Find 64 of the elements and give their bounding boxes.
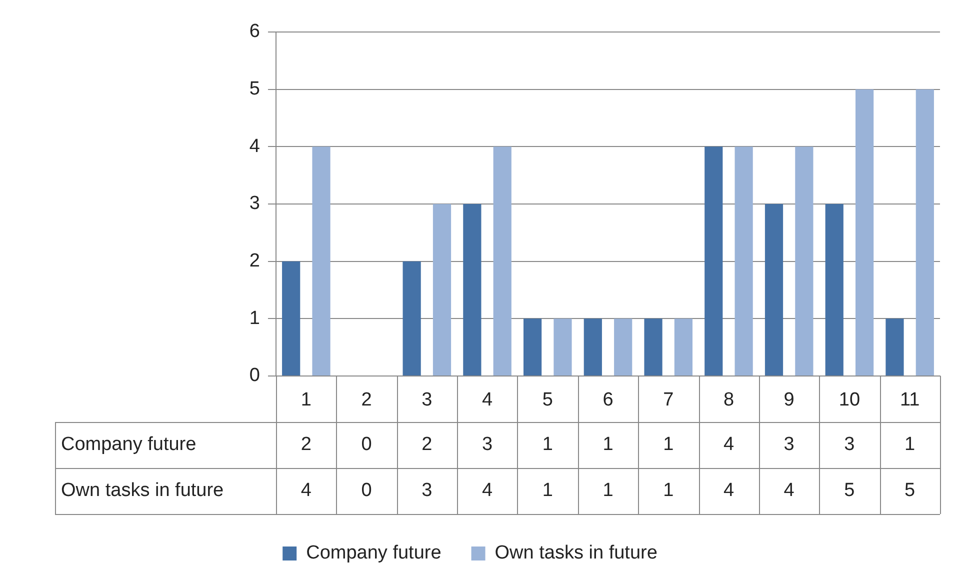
x-tick-label: 9 <box>784 390 794 411</box>
data-label: 4 <box>300 480 312 502</box>
data-label: 3 <box>422 480 432 502</box>
x-tick-label: 8 <box>723 390 734 411</box>
bar <box>764 204 784 376</box>
data-label: 4 <box>482 480 493 502</box>
x-tick-label: 4 <box>482 390 493 411</box>
y-tick-label: 6 <box>249 21 260 42</box>
y-tick-label: 1 <box>249 308 260 329</box>
x-tick-label: 3 <box>422 390 432 411</box>
bar <box>795 146 814 376</box>
data-label: 0 <box>361 434 372 456</box>
data-label: 0 <box>361 480 372 502</box>
bar <box>674 318 693 376</box>
x-tick-label: 11 <box>900 390 920 411</box>
y-tick-label: 5 <box>249 78 260 100</box>
legend-label: Company future <box>306 542 442 564</box>
data-label: 2 <box>422 434 432 456</box>
bar <box>554 318 572 376</box>
data-label: 1 <box>542 434 553 456</box>
data-label: 1 <box>663 434 674 456</box>
bar <box>916 89 934 376</box>
data-label: 1 <box>602 480 614 502</box>
bar <box>282 261 300 376</box>
bar <box>614 318 632 376</box>
data-label: 1 <box>542 480 553 502</box>
x-tick-label: 5 <box>542 390 553 411</box>
data-label: 2 <box>300 434 312 456</box>
data-label: 1 <box>602 434 614 456</box>
data-label: 5 <box>844 480 855 502</box>
y-tick-label: 3 <box>249 193 260 214</box>
text: Company future <box>61 434 196 456</box>
bar <box>432 204 452 376</box>
bar <box>855 89 874 376</box>
data-label: 1 <box>904 434 916 456</box>
bar <box>312 146 330 376</box>
bar <box>825 204 844 376</box>
y-tick-label: 4 <box>249 136 260 157</box>
bar <box>704 146 723 376</box>
data-label: 5 <box>904 480 916 502</box>
bar <box>402 261 421 376</box>
bar <box>886 318 904 376</box>
data-label: 4 <box>784 480 795 502</box>
y-tick-label: 0 <box>249 365 260 386</box>
bar <box>584 318 602 376</box>
bar <box>523 318 542 376</box>
x-tick-label: 6 <box>602 390 614 411</box>
data-label: 1 <box>663 480 674 502</box>
x-tick-label: 2 <box>361 390 372 411</box>
y-tick-label: 2 <box>249 250 260 272</box>
bar <box>493 146 512 376</box>
data-label: 3 <box>844 434 855 456</box>
x-tick-label: 10 <box>838 390 860 411</box>
bar <box>734 146 753 376</box>
legend-label: Own tasks in future <box>494 542 658 564</box>
x-tick-label: 7 <box>663 390 674 411</box>
data-label: 3 <box>784 434 794 456</box>
bar <box>463 204 482 376</box>
x-tick-label: 1 <box>300 390 312 411</box>
data-label: 3 <box>482 434 493 456</box>
bar <box>644 318 662 376</box>
text: Own tasks in future <box>61 480 224 502</box>
data-label: 4 <box>723 434 734 456</box>
data-label: 4 <box>723 480 734 502</box>
